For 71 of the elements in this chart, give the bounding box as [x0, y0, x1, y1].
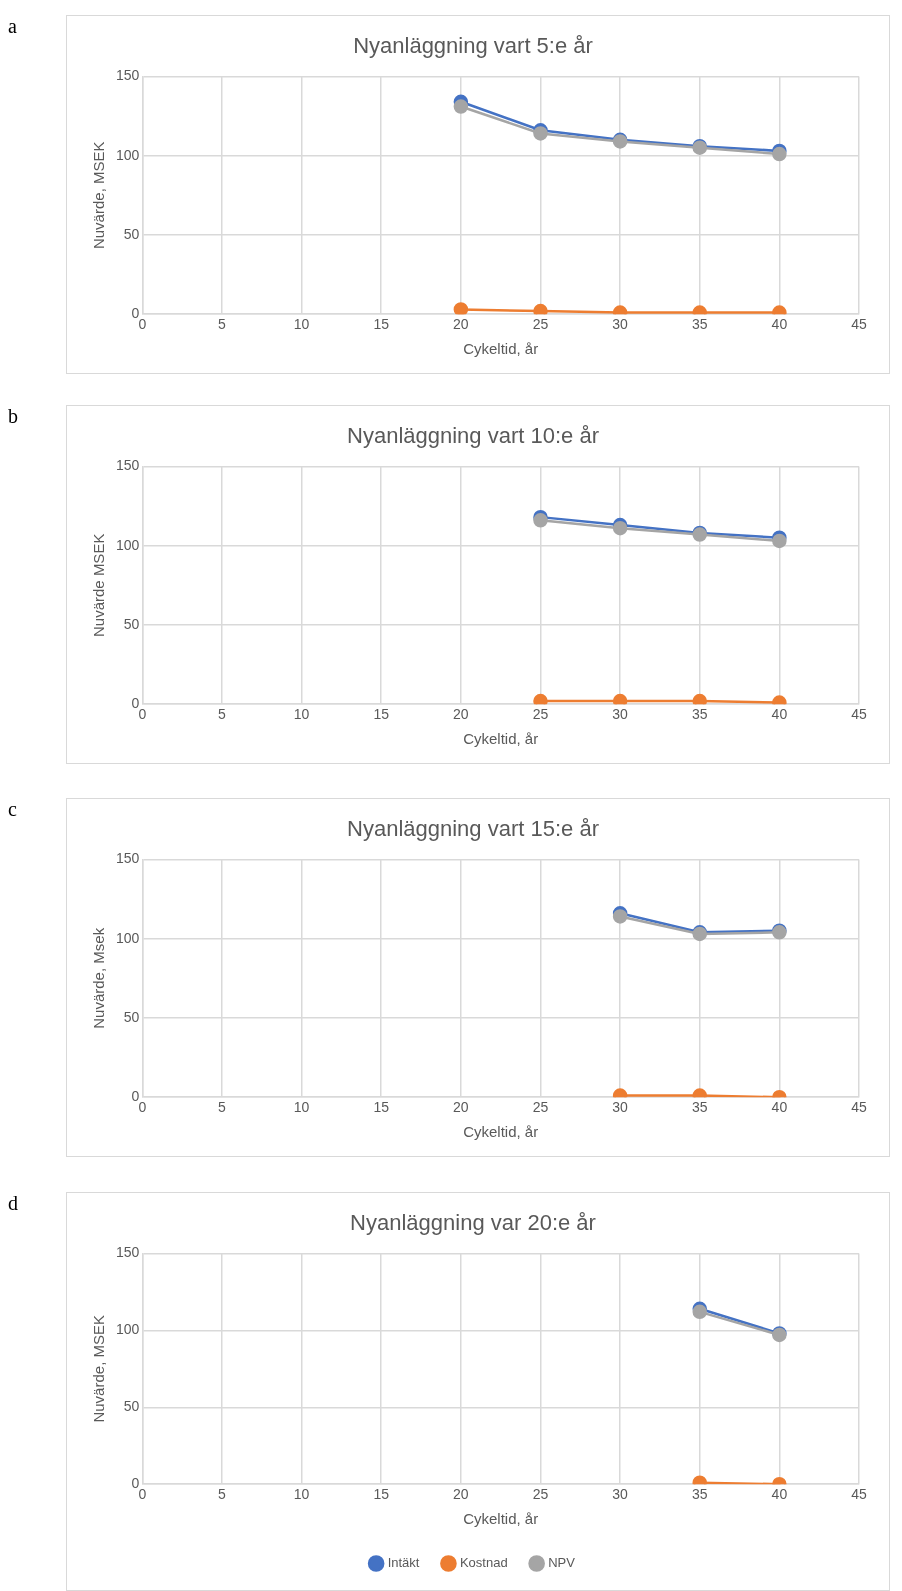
- chart-title: Nyanläggning vart 10:e år: [347, 423, 599, 449]
- y-tick-label: 50: [123, 225, 140, 242]
- y-tick-label: 50: [123, 1398, 140, 1415]
- x-tick-label: 20: [453, 1099, 469, 1116]
- y-tick-label: 150: [116, 850, 140, 867]
- x-tick-label: 15: [373, 1099, 390, 1116]
- x-tick-label: 25: [532, 1099, 549, 1116]
- chart-title: Nyanläggning var 20:e år: [350, 1210, 596, 1236]
- chart-title: Nyanläggning vart 5:e år: [353, 33, 593, 59]
- legend-label: NPV: [548, 1555, 576, 1571]
- x-tick-label: 30: [612, 706, 629, 723]
- x-tick-label: 20: [453, 706, 469, 723]
- legend-label: Intäkt: [387, 1555, 420, 1571]
- x-axis-title: Cykeltid, år: [463, 1510, 539, 1528]
- x-tick-label: 45: [851, 1099, 867, 1116]
- x-tick-label: 45: [851, 1486, 867, 1503]
- y-tick-label: 150: [116, 67, 140, 84]
- y-axis-title: Nuvärde, Msek: [90, 927, 108, 1029]
- x-tick-label: 40: [771, 1486, 788, 1503]
- x-tick-label: 10: [293, 316, 310, 333]
- y-tick-label: 150: [116, 457, 140, 474]
- y-axis-title: Nuvärde, MSEK: [90, 141, 108, 250]
- x-tick-label: 45: [851, 316, 867, 333]
- x-tick-label: 40: [771, 1099, 788, 1116]
- y-tick-label: 150: [116, 1244, 140, 1261]
- x-tick-label: 5: [218, 706, 227, 723]
- y-tick-label: 50: [123, 1008, 140, 1025]
- x-tick-label: 30: [612, 316, 629, 333]
- x-tick-label: 25: [532, 1486, 549, 1503]
- legend-label: Kostnad: [459, 1555, 508, 1571]
- x-tick-label: 35: [691, 1099, 708, 1116]
- text: d: [8, 1192, 18, 1215]
- x-tick-label: 5: [218, 1099, 227, 1116]
- y-axis-title: Nuvärde MSEK: [90, 533, 108, 637]
- x-tick-label: 10: [293, 1486, 310, 1503]
- x-tick-label: 25: [532, 316, 549, 333]
- y-tick-label: 50: [123, 615, 140, 632]
- y-tick-label: 100: [116, 536, 140, 553]
- y-tick-label: 100: [116, 929, 140, 946]
- x-tick-label: 45: [851, 706, 867, 723]
- x-tick-label: 35: [691, 316, 708, 333]
- y-tick-label: 100: [116, 1321, 140, 1338]
- x-tick-label: 10: [293, 1099, 310, 1116]
- x-tick-label: 30: [612, 1486, 629, 1503]
- x-tick-label: 15: [373, 316, 390, 333]
- x-axis-title: Cykeltid, år: [463, 730, 539, 748]
- text: b: [8, 405, 18, 428]
- x-tick-label: 40: [771, 706, 788, 723]
- x-tick-label: 15: [373, 1486, 390, 1503]
- y-axis-title: Nuvärde, MSEK: [90, 1315, 108, 1423]
- text: a: [8, 15, 17, 38]
- x-tick-label: 10: [293, 706, 310, 723]
- text: c: [8, 798, 17, 821]
- y-tick-label: 0: [131, 305, 140, 322]
- y-tick-label: 0: [131, 1475, 140, 1492]
- x-tick-label: 5: [218, 1486, 227, 1503]
- x-tick-label: 35: [691, 706, 708, 723]
- x-tick-label: 5: [218, 316, 227, 333]
- x-tick-label: 40: [771, 316, 788, 333]
- chart-title: Nyanläggning vart 15:e år: [347, 816, 599, 842]
- y-tick-label: 0: [131, 1088, 140, 1105]
- x-tick-label: 25: [532, 706, 549, 723]
- y-tick-label: 0: [131, 695, 140, 712]
- x-tick-label: 30: [612, 1099, 629, 1116]
- x-tick-label: 35: [691, 1486, 708, 1503]
- x-tick-label: 20: [453, 316, 469, 333]
- y-tick-label: 100: [116, 146, 140, 163]
- x-axis-title: Cykeltid, år: [463, 1123, 539, 1141]
- x-axis-title: Cykeltid, år: [463, 340, 539, 358]
- x-tick-label: 20: [453, 1486, 469, 1503]
- x-tick-label: 15: [373, 706, 390, 723]
